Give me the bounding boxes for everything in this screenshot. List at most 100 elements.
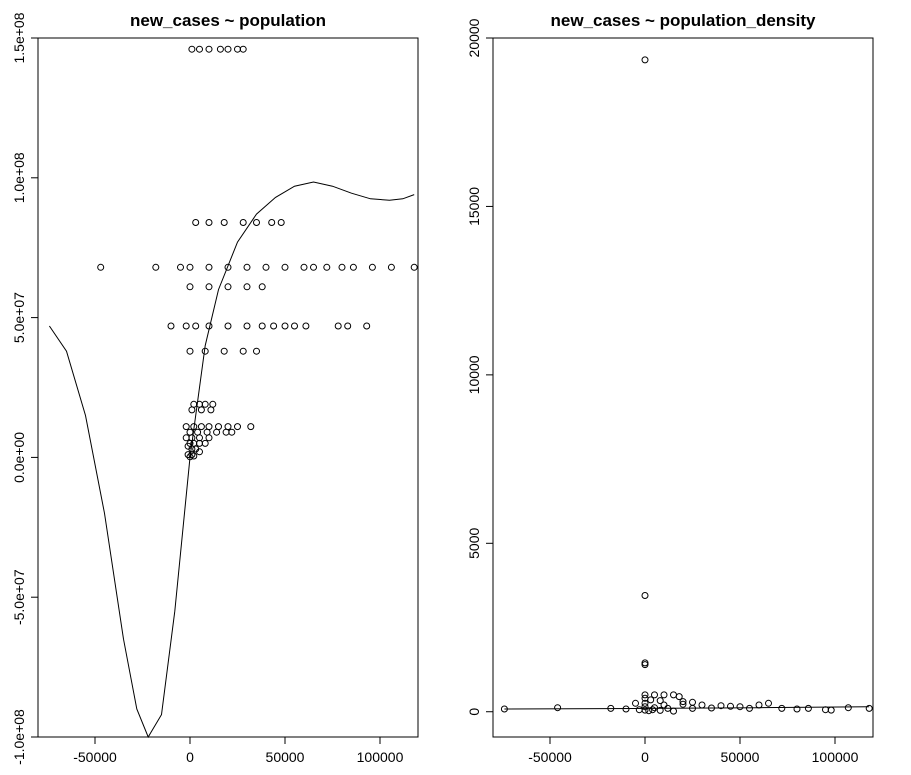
data-point [205, 263, 213, 271]
data-point [334, 322, 342, 330]
data-point [689, 698, 696, 706]
data-point [205, 423, 213, 431]
data-point [239, 347, 247, 355]
data-point [177, 263, 184, 271]
data-point [641, 592, 649, 599]
x-tick-label: 100000 [812, 749, 859, 765]
data-point [152, 263, 160, 271]
data-point [192, 322, 200, 330]
data-point [234, 45, 241, 53]
data-point [243, 322, 251, 330]
data-point [258, 283, 266, 291]
data-point [660, 691, 668, 699]
data-point [641, 661, 649, 669]
data-point [717, 702, 725, 710]
data-point [220, 347, 228, 355]
data-point [258, 322, 266, 330]
data-point [410, 263, 418, 271]
data-point [660, 701, 668, 709]
data-point [641, 703, 649, 711]
data-point [727, 702, 734, 710]
data-point [554, 704, 562, 712]
data-point [708, 704, 715, 712]
x-tick-label: -50000 [528, 749, 572, 765]
y-tick-label: 1.5e+08 [11, 12, 27, 63]
data-point [670, 707, 677, 715]
data-point [215, 423, 222, 431]
data-point [186, 428, 194, 436]
plot-frame [492, 37, 874, 738]
data-point [641, 706, 649, 714]
data-point [190, 400, 198, 408]
data-point [243, 283, 251, 291]
data-point [649, 706, 657, 714]
chart-panel-population: new_cases ~ population -50000 0 50000 10000… [11, 11, 419, 765]
data-point [349, 263, 357, 271]
data-point [97, 263, 105, 271]
data-point [167, 322, 175, 330]
fit-line [48, 181, 415, 739]
data-point [188, 45, 196, 53]
data-point [182, 434, 190, 442]
data-point [186, 453, 194, 461]
plot-frame [37, 37, 419, 738]
data-point [253, 347, 260, 355]
data-point [201, 439, 209, 447]
y-tick-label: 0.0e+00 [11, 432, 27, 483]
data-point [338, 263, 346, 271]
data-point [323, 263, 331, 271]
x-tick-label: 0 [641, 749, 649, 765]
chart-title: new_cases ~ population_density [550, 11, 816, 30]
y-tick-label: 1.0e+08 [11, 152, 27, 203]
y-tick-label: 20000 [466, 18, 482, 57]
data-point [268, 219, 276, 226]
chart-title: new_cases ~ population [130, 11, 326, 30]
y-tick-label: 15000 [466, 187, 482, 226]
data-point [698, 701, 706, 709]
y-tick-label: 0 [466, 708, 482, 716]
data-point [209, 400, 217, 408]
data-point [186, 283, 194, 291]
data-point [755, 701, 763, 709]
data-point [281, 322, 289, 330]
data-point [651, 691, 658, 699]
data-point [656, 697, 664, 705]
x-tick-label: -50000 [73, 749, 117, 765]
data-point [277, 219, 285, 226]
data-point [670, 691, 677, 699]
data-point [224, 423, 232, 431]
data-point [291, 322, 298, 330]
data-point [645, 707, 653, 715]
data-point [635, 706, 643, 714]
data-point [281, 263, 289, 271]
data-point [363, 322, 371, 330]
data-point [228, 428, 236, 436]
data-point [205, 219, 213, 226]
data-point [196, 45, 203, 53]
data-point [213, 428, 221, 436]
data-point [201, 400, 209, 408]
data-point [205, 283, 213, 291]
data-point [216, 45, 224, 53]
y-tick-label: -1.0e+08 [11, 709, 27, 765]
data-point [190, 423, 198, 431]
data-point [222, 428, 230, 436]
fit-line [504, 706, 870, 710]
data-point [300, 263, 308, 271]
data-point [224, 263, 232, 271]
data-point [310, 263, 317, 271]
y-tick-label: 5000 [466, 528, 482, 559]
data-point [188, 451, 196, 459]
data-point [793, 705, 801, 713]
data-point [234, 423, 241, 431]
data-point [224, 322, 232, 330]
data-point [270, 322, 278, 330]
data-point [197, 423, 205, 431]
data-point [243, 263, 251, 271]
data-point [197, 406, 205, 414]
data-point [262, 263, 270, 271]
data-point [736, 703, 744, 711]
x-tick-label: 50000 [721, 749, 760, 765]
data-point [607, 704, 615, 712]
